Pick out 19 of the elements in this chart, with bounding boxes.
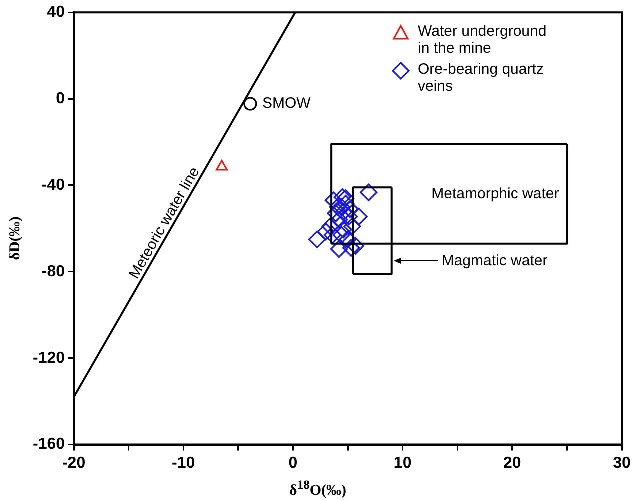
- y-tick-label: -40: [42, 176, 66, 194]
- y-axis-title: δD(‰): [8, 216, 24, 260]
- x-tick-label: 20: [504, 454, 522, 472]
- x-tick-label: -20: [62, 454, 86, 472]
- y-tick-label: 40: [47, 4, 66, 22]
- x-tick-label: 0: [288, 454, 298, 472]
- x-tick-label: -10: [172, 454, 196, 472]
- y-tick-label: -160: [32, 436, 66, 454]
- y-tick-label: -80: [42, 263, 66, 280]
- x-axis-title: δ$^{18}$O(‰): [288, 478, 348, 500]
- x-tick-label: 10: [394, 454, 412, 472]
- annotation: Metamorphic water: [432, 185, 560, 202]
- annotation: Magmatic water: [442, 252, 548, 270]
- annotation: SMOW: [262, 95, 312, 112]
- y-tick-label: -120: [32, 350, 66, 367]
- y-tick-label: 0: [56, 90, 66, 108]
- legend-label: Ore-bearing quartz veins: [418, 60, 545, 95]
- x-tick-label: 30: [613, 454, 631, 472]
- legend-label: Water underground in the mine: [418, 22, 548, 57]
